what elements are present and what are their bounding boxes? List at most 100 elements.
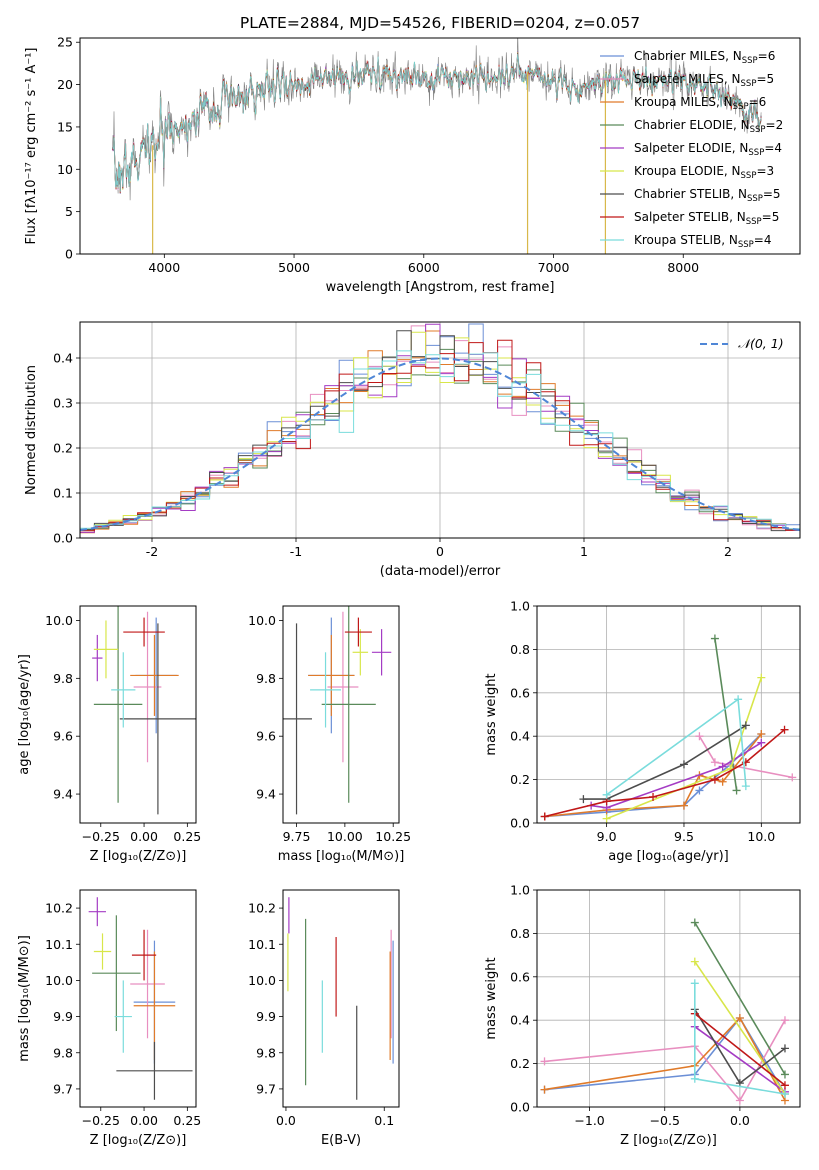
x-tick-label: 8000 [667, 260, 699, 275]
mass-weight-marker [734, 695, 743, 704]
x-tick-label: 9.75 [283, 829, 311, 844]
mass-weight-line [544, 729, 786, 818]
mass-weight-marker [757, 673, 766, 682]
x-tick-label: 0.00 [130, 1113, 158, 1128]
x-tick-label: 6000 [408, 260, 440, 275]
x-tick-label: 0.1 [374, 1113, 394, 1128]
y-tick-label: 0.6 [510, 685, 530, 700]
mass-weight-line [714, 638, 738, 791]
mass-weight-line [698, 735, 793, 779]
mass-weight-marker [690, 979, 699, 988]
y-tick-label: 5 [65, 204, 73, 219]
y-tick-label: 0.0 [53, 531, 73, 546]
y-tick-label: 0.4 [53, 351, 73, 366]
y-tick-label: 9.4 [53, 787, 73, 802]
y-tick-label: 9.8 [256, 671, 276, 686]
x-tick-label: −0.5 [650, 1113, 680, 1128]
x-axis-label: age [log₁₀(age/yr)] [608, 849, 729, 864]
mass-weight-marker [718, 762, 727, 771]
mass-weight-marker [602, 790, 611, 799]
axes-frame [79, 37, 801, 255]
axes-frame [536, 605, 801, 824]
x-axis-label: Z [log₁₀(Z/Z⊙)] [90, 1133, 187, 1148]
x-tick-label: 0.0 [276, 1113, 296, 1128]
mass-weight-marker [780, 1070, 789, 1079]
residual-histogram [80, 350, 800, 538]
x-tick-label: 10.0 [747, 829, 775, 844]
y-tick-label: 1.0 [510, 599, 530, 614]
y-tick-label: 9.6 [256, 729, 276, 744]
y-tick-label: 9.9 [53, 1009, 73, 1024]
x-tick-label: 0.25 [173, 829, 201, 844]
mass-weight-marker [679, 801, 688, 810]
y-axis-label: age [log₁₀(age/yr)] [17, 654, 32, 775]
mass-weight-marker [710, 634, 719, 643]
y-tick-label: 10.0 [45, 973, 73, 988]
x-tick-label: 0.00 [130, 829, 158, 844]
plot-area [540, 918, 789, 1105]
mass-weight-marker [695, 786, 704, 795]
panel-weight-vs-z: −1.0 −0.5 0.0 0.0 0.2 0.4 0.6 0.8 1.0 Z [log₁₀(Z/… [484, 883, 801, 1148]
y-tick-label: 0.8 [510, 642, 530, 657]
x-tick-label: -2 [146, 544, 158, 559]
y-tick-label: 9.8 [256, 1045, 276, 1060]
plot-area [540, 634, 797, 823]
mass-weight-line [694, 922, 786, 1075]
plot-area [88, 897, 193, 1100]
y-tick-label: 0.3 [53, 396, 73, 411]
y-tick-label: 0.2 [53, 441, 73, 456]
plot-area [287, 897, 394, 1100]
y-tick-label: 9.7 [53, 1081, 73, 1096]
y-tick-label: 0.0 [510, 816, 530, 831]
mass-weight-line [544, 1016, 786, 1101]
axes-frame [536, 889, 801, 1108]
x-tick-label: 10.25 [375, 829, 411, 844]
legend-label: Kroupa STELIB, NSSP=4 [634, 233, 772, 250]
mass-weight-marker [732, 786, 741, 795]
x-axis-label: (data-model)/error [380, 564, 501, 579]
mass-weight-line [544, 733, 762, 818]
mass-weight-marker [690, 918, 699, 927]
y-tick-label: 10.1 [45, 937, 73, 952]
x-tick-label: 2 [724, 544, 732, 559]
y-tick-label: 10.0 [248, 613, 276, 628]
spectrum-model-line [112, 53, 762, 192]
y-tick-label: 10.1 [248, 937, 276, 952]
legend-label: Salpeter ELODIE, NSSP=4 [634, 141, 782, 158]
y-tick-label: 0.2 [510, 1056, 530, 1071]
x-tick-label: 5000 [278, 260, 310, 275]
panel-age-vs-mass: 9.75 10.00 10.25 9.4 9.6 9.8 10.0 mass [log₁₀(M… [248, 605, 411, 864]
mass-weight-marker [540, 1085, 549, 1094]
x-tick-label: 0.25 [173, 1113, 201, 1128]
x-tick-label: −0.25 [82, 829, 120, 844]
x-tick-label: 9.0 [597, 829, 617, 844]
y-tick-label: 0.4 [510, 1013, 530, 1028]
legend-label: 𝒩(0, 1) [738, 336, 784, 351]
mass-weight-marker [741, 721, 750, 730]
mass-weight-marker [741, 782, 750, 791]
x-tick-label: 0 [436, 544, 444, 559]
y-axis-label: mass weight [484, 957, 499, 1039]
x-tick-label: −0.25 [82, 1113, 120, 1128]
x-tick-label: -1 [290, 544, 302, 559]
mass-weight-marker [780, 1044, 789, 1053]
mass-weight-marker [780, 1081, 789, 1090]
y-tick-label: 15 [57, 119, 73, 134]
panel-mass-vs-ebv: 0.0 0.1 9.7 9.8 9.9 10.0 10.1 10.2 E(B-V) [248, 889, 400, 1148]
plot-area [80, 323, 800, 538]
y-tick-label: 9.4 [256, 787, 276, 802]
y-tick-label: 10.0 [45, 613, 73, 628]
mass-weight-marker [718, 777, 727, 786]
legend-label: Chabrier MILES, NSSP=6 [634, 49, 775, 66]
plot-area [112, 38, 762, 254]
legend-label: Kroupa ELODIE, NSSP=3 [634, 164, 774, 181]
x-axis-label: E(B-V) [321, 1133, 361, 1148]
mass-weight-marker [735, 1014, 744, 1023]
mass-weight-marker [649, 792, 658, 801]
plot-area [92, 606, 196, 815]
y-axis-label: mass [log₁₀(M/M⊙)] [17, 935, 32, 1062]
mass-weight-marker [540, 812, 549, 821]
panel-spectrum: 4000 5000 6000 7000 8000 0 5 10 15 20 25 wavelength… [24, 35, 801, 295]
x-tick-label: 7000 [538, 260, 570, 275]
